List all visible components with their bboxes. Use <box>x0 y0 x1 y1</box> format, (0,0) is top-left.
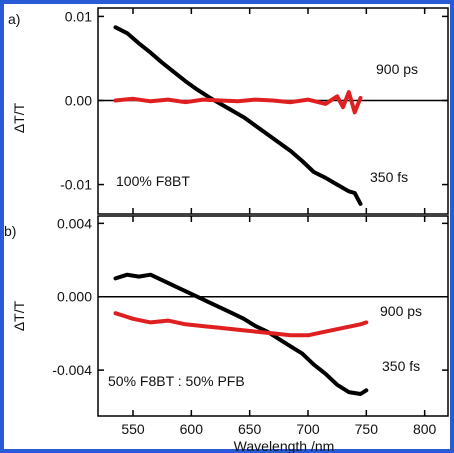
panel-b-xtick-label: 700 <box>296 421 320 437</box>
panel-a: a) ΔT/T 0.01 0.00 -0.01 900 ps 350 fs 100%… <box>8 7 449 215</box>
panel-a-annotation-350fs: 350 fs <box>370 169 408 185</box>
panel-b-series-350fs <box>113 272 369 396</box>
panel-b-xtick-label: 650 <box>238 421 262 437</box>
panel-a-series <box>113 25 363 206</box>
panel-a-series-900ps <box>113 90 363 115</box>
panel-b-ytick-label: 0.004 <box>57 215 92 231</box>
panel-b-annotation-900ps: 900 ps <box>380 303 422 319</box>
panel-b-plot-frame <box>97 215 449 417</box>
panel-a-letter: a) <box>8 11 20 27</box>
panel-b-series-900ps <box>113 311 369 338</box>
panel-b-xtick-label: 600 <box>180 421 204 437</box>
x-axis-title: Wavelength /nm <box>234 438 335 453</box>
panel-a-series-350fs <box>113 25 363 206</box>
panel-b-xtick-label: 750 <box>355 421 379 437</box>
panel-b-ticks: 0.004 0.000 -0.004 550 600 650 700 750 800 <box>52 215 448 437</box>
panel-b: b) ΔT/T 0.004 0.000 -0.004 550 600 650 700 750 8… <box>4 215 449 453</box>
panel-b-xtick-label: 800 <box>413 421 437 437</box>
panel-a-ytick-label: 0.01 <box>65 8 92 24</box>
panel-b-series <box>113 272 369 396</box>
panel-b-letter: b) <box>4 223 16 239</box>
panel-b-xtick-label: 550 <box>121 421 145 437</box>
panel-a-annotation-900ps: 900 ps <box>376 61 418 77</box>
panel-b-annotation-sample: 50% F8BT : 50% PFB <box>108 373 245 389</box>
panel-a-annotation-sample: 100% F8BT <box>116 173 190 189</box>
panel-a-ylabel: ΔT/T <box>11 102 27 133</box>
panel-b-ytick-label: 0.000 <box>57 289 92 305</box>
panel-b-ylabel: ΔT/T <box>11 300 27 331</box>
panel-a-ytick-label: -0.01 <box>60 177 92 193</box>
panel-a-plot-frame <box>97 7 449 215</box>
panel-a-ytick-label: 0.00 <box>65 92 92 108</box>
panel-b-ytick-label: -0.004 <box>52 362 92 378</box>
panel-b-annotation-350fs: 350 fs <box>382 358 420 374</box>
